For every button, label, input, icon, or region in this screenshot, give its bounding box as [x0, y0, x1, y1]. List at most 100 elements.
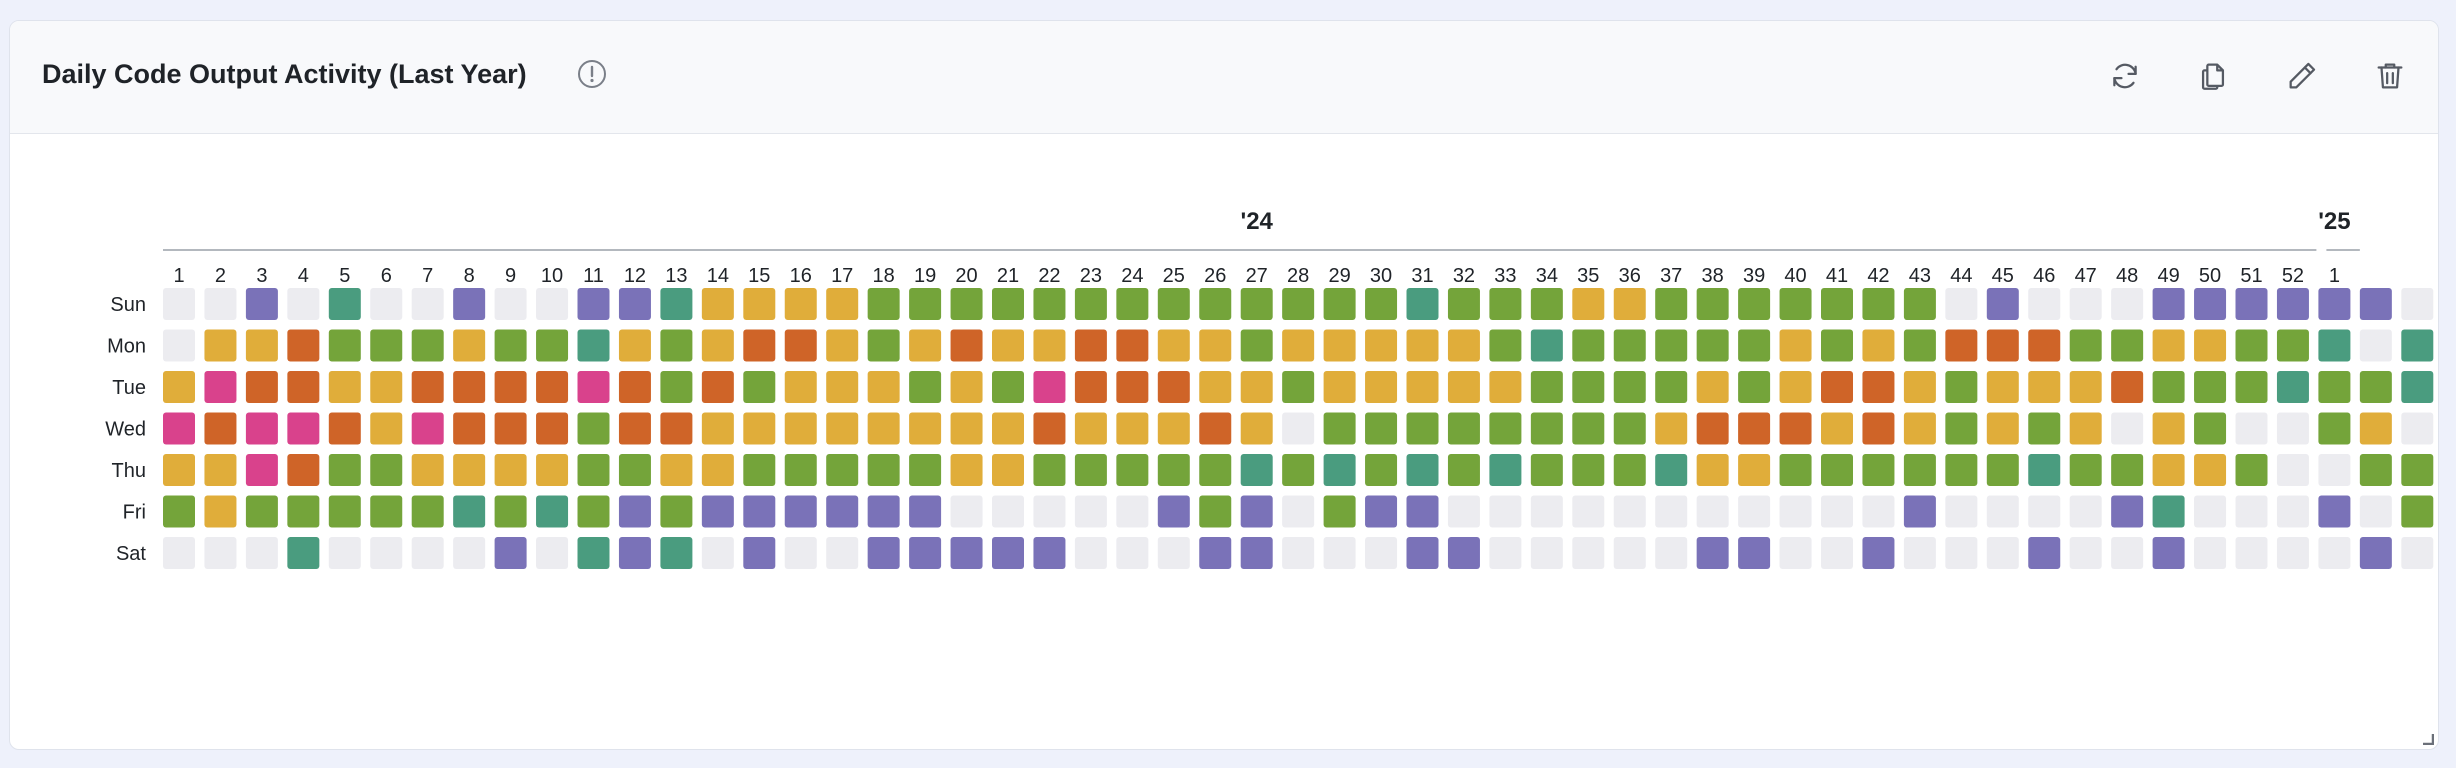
heatmap-cell[interactable]	[992, 329, 1024, 362]
heatmap-cell[interactable]	[577, 288, 610, 320]
heatmap-cell[interactable]	[950, 329, 983, 362]
heatmap-cell[interactable]	[660, 412, 693, 445]
heatmap-cell[interactable]	[2318, 371, 2351, 403]
heatmap-cell[interactable]	[618, 329, 651, 362]
heatmap-cell[interactable]	[1613, 288, 1646, 320]
heatmap-cell[interactable]	[1655, 288, 1688, 320]
heatmap-cell[interactable]	[287, 454, 320, 486]
heatmap-cell[interactable]	[1033, 537, 1066, 569]
heatmap-cell[interactable]	[1655, 329, 1688, 362]
heatmap-cell[interactable]	[1779, 495, 1812, 528]
heatmap-cell[interactable]	[618, 495, 651, 528]
heatmap-cell[interactable]	[245, 412, 278, 445]
heatmap-cell[interactable]	[950, 371, 983, 403]
heatmap-cell[interactable]	[1655, 495, 1688, 528]
heatmap-cell[interactable]	[1282, 537, 1315, 569]
heatmap-cell[interactable]	[1738, 288, 1771, 320]
heatmap-cell[interactable]	[2111, 454, 2144, 486]
heatmap-cell[interactable]	[1945, 412, 1978, 445]
heatmap-cell[interactable]	[163, 454, 195, 486]
heatmap-cell[interactable]	[2235, 288, 2268, 320]
heatmap-cell[interactable]	[2318, 288, 2351, 320]
heatmap-cell[interactable]	[743, 412, 776, 445]
heatmap-cell[interactable]	[1323, 412, 1356, 445]
heatmap-cell[interactable]	[867, 454, 900, 486]
heatmap-cell[interactable]	[1738, 329, 1771, 362]
heatmap-cell[interactable]	[1406, 412, 1439, 445]
heatmap-cell[interactable]	[618, 288, 651, 320]
heatmap-cell[interactable]	[743, 454, 776, 486]
heatmap-cell[interactable]	[494, 495, 527, 528]
heatmap-cell[interactable]	[2152, 537, 2185, 569]
heatmap-cell[interactable]	[1323, 371, 1356, 403]
heatmap-cell[interactable]	[1903, 371, 1936, 403]
heatmap-cell[interactable]	[826, 288, 859, 320]
heatmap-cell[interactable]	[204, 288, 237, 320]
heatmap-cell[interactable]	[1489, 537, 1522, 569]
heatmap-cell[interactable]	[1613, 329, 1646, 362]
heatmap-cell[interactable]	[411, 495, 444, 528]
heatmap-cell[interactable]	[909, 329, 942, 362]
heatmap-cell[interactable]	[287, 329, 320, 362]
heatmap-cell[interactable]	[1862, 288, 1895, 320]
heatmap-cell[interactable]	[660, 288, 693, 320]
heatmap-cell[interactable]	[2359, 412, 2392, 445]
heatmap-cell[interactable]	[1738, 412, 1771, 445]
heatmap-cell[interactable]	[1116, 329, 1149, 362]
heatmap-cell[interactable]	[2318, 329, 2351, 362]
heatmap-cell[interactable]	[577, 412, 610, 445]
heatmap-cell[interactable]	[2111, 371, 2144, 403]
heatmap-cell[interactable]	[1074, 537, 1107, 569]
heatmap-cell[interactable]	[163, 329, 195, 362]
heatmap-cell[interactable]	[163, 537, 195, 569]
heatmap-cell[interactable]	[2028, 412, 2061, 445]
heatmap-cell[interactable]	[1157, 329, 1190, 362]
heatmap-cell[interactable]	[701, 329, 734, 362]
heatmap-cell[interactable]	[950, 495, 983, 528]
heatmap-cell[interactable]	[536, 454, 569, 486]
heatmap-cell[interactable]	[411, 412, 444, 445]
heatmap-cell[interactable]	[577, 454, 610, 486]
heatmap-cell[interactable]	[245, 371, 278, 403]
heatmap-cell[interactable]	[909, 454, 942, 486]
heatmap-cell[interactable]	[701, 412, 734, 445]
heatmap-cell[interactable]	[2152, 329, 2185, 362]
heatmap-cell[interactable]	[826, 537, 859, 569]
heatmap-cell[interactable]	[287, 495, 320, 528]
heatmap-cell[interactable]	[536, 371, 569, 403]
heatmap-cell[interactable]	[618, 371, 651, 403]
heatmap-cell[interactable]	[1033, 495, 1066, 528]
heatmap-cell[interactable]	[2069, 412, 2102, 445]
heatmap-cell[interactable]	[1821, 495, 1853, 528]
heatmap-cell[interactable]	[784, 537, 817, 569]
heatmap-cell[interactable]	[1696, 288, 1729, 320]
heatmap-cell[interactable]	[163, 288, 195, 320]
heatmap-cell[interactable]	[992, 495, 1024, 528]
heatmap-cell[interactable]	[2069, 537, 2102, 569]
heatmap-cell[interactable]	[2359, 454, 2392, 486]
heatmap-cell[interactable]	[1406, 329, 1439, 362]
heatmap-cell[interactable]	[1821, 412, 1853, 445]
heatmap-cell[interactable]	[2111, 329, 2144, 362]
heatmap-cell[interactable]	[1365, 412, 1398, 445]
heatmap-cell[interactable]	[1033, 371, 1066, 403]
heatmap-cell[interactable]	[1323, 537, 1356, 569]
heatmap-cell[interactable]	[1862, 454, 1895, 486]
heatmap-cell[interactable]	[1738, 371, 1771, 403]
heatmap-cell[interactable]	[1821, 454, 1853, 486]
heatmap-cell[interactable]	[204, 537, 237, 569]
heatmap-cell[interactable]	[1365, 371, 1398, 403]
heatmap-cell[interactable]	[2028, 495, 2061, 528]
heatmap-cell[interactable]	[2235, 454, 2268, 486]
heatmap-cell[interactable]	[1447, 495, 1480, 528]
resize-handle-icon[interactable]	[2420, 731, 2435, 746]
heatmap-cell[interactable]	[2359, 288, 2392, 320]
heatmap-cell[interactable]	[2069, 454, 2102, 486]
heatmap-cell[interactable]	[1613, 371, 1646, 403]
heatmap-cell[interactable]	[1572, 537, 1605, 569]
heatmap-cell[interactable]	[867, 537, 900, 569]
heatmap-cell[interactable]	[1406, 454, 1439, 486]
heatmap-cell[interactable]	[2194, 288, 2227, 320]
heatmap-cell[interactable]	[1365, 288, 1398, 320]
heatmap-cell[interactable]	[1365, 454, 1398, 486]
